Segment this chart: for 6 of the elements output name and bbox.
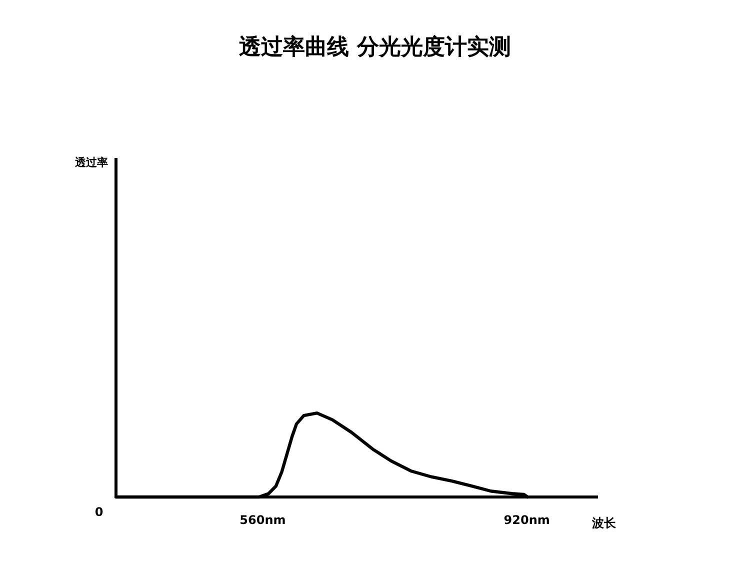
annotation: 透过率 (75, 156, 108, 169)
xtick: 560nm (240, 513, 286, 527)
annotation: 0 (94, 505, 104, 519)
xlabel: 波长 (592, 516, 616, 530)
title: 透过率曲线 分光光度计实测 (239, 35, 511, 60)
xtick: 920nm (504, 513, 550, 527)
